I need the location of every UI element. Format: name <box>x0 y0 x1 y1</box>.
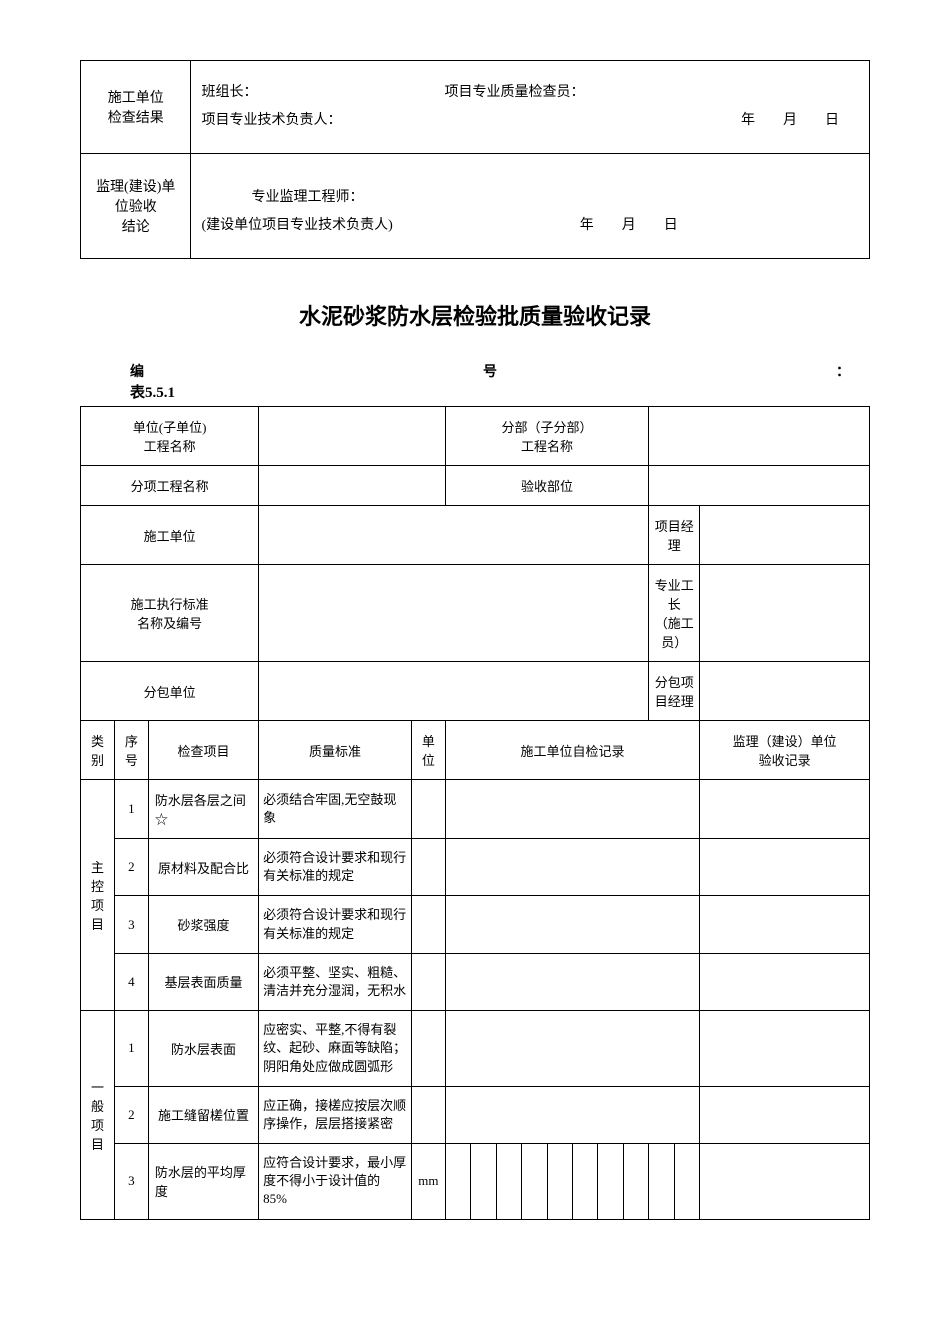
g3-quality: 应符合设计要求，最小厚度不得小于设计值的 85% <box>259 1144 412 1220</box>
m3-quality: 必须符合设计要求和现行有关标准的规定 <box>259 896 412 953</box>
supervisor-conclusion-label: 监理(建设)单位验收 结论 <box>81 154 191 259</box>
m2-seq: 2 <box>114 839 148 896</box>
g3-item: 防水层的平均厚度 <box>148 1144 258 1220</box>
acceptance-part-value <box>649 466 870 506</box>
form-label-colon: ： <box>836 361 850 381</box>
date-2: 年 月 日 <box>580 218 678 233</box>
main-control-category: 主控项目 <box>81 780 115 1011</box>
g3-c2 <box>471 1144 496 1220</box>
g3-c8 <box>623 1144 648 1220</box>
subitem-project-value <box>259 466 446 506</box>
team-leader-label: 班组长： <box>201 85 257 100</box>
m1-selfcheck <box>445 780 699 839</box>
m3-unit <box>411 896 445 953</box>
construction-unit-label: 施工单位 <box>81 506 259 565</box>
g3-c6 <box>572 1144 597 1220</box>
acceptance-part-label: 验收部位 <box>445 466 649 506</box>
g1-item: 防水层表面 <box>148 1011 258 1087</box>
g3-seq: 3 <box>114 1144 148 1220</box>
m2-quality: 必须符合设计要求和现行有关标准的规定 <box>259 839 412 896</box>
table-number: 表5.5.1 <box>80 381 870 402</box>
form-number-row: 编 号 ： <box>80 361 870 381</box>
subitem-project-label: 分项工程名称 <box>81 466 259 506</box>
g3-c7 <box>598 1144 623 1220</box>
m2-item: 原材料及配合比 <box>148 839 258 896</box>
g3-c5 <box>547 1144 572 1220</box>
m1-quality: 必须结合牢固,无空鼓现象 <box>259 780 412 839</box>
m4-seq: 4 <box>114 953 148 1010</box>
supervisor-signatures: 专业监理工程师： (建设单位项目专业技术负责人) 年 月 日 <box>191 154 870 259</box>
exec-standard-label: 施工执行标准 名称及编号 <box>81 565 259 662</box>
g2-supervisor <box>700 1086 870 1143</box>
g3-unit: mm <box>411 1144 445 1220</box>
m3-supervisor <box>700 896 870 953</box>
g3-supervisor <box>700 1144 870 1220</box>
g2-quality: 应正确，接槎应按层次顺序操作，层层搭接紧密 <box>259 1086 412 1143</box>
g3-c10 <box>674 1144 699 1220</box>
unit-project-value <box>259 407 446 466</box>
general-category: 一般项目 <box>81 1011 115 1220</box>
unit-project-label: 单位(子单位) 工程名称 <box>81 407 259 466</box>
sub-pm-value <box>700 662 870 721</box>
g3-c1 <box>445 1144 470 1220</box>
subcontractor-label: 分包单位 <box>81 662 259 721</box>
page-title: 水泥砂浆防水层检验批质量验收记录 <box>80 299 870 331</box>
construction-signatures: 班组长： 项目专业质量检查员： 项目专业技术负责人： 年 月 日 <box>191 61 870 154</box>
g3-c3 <box>496 1144 521 1220</box>
signature-table: 施工单位 检查结果 班组长： 项目专业质量检查员： 项目专业技术负责人： 年 月… <box>80 60 870 259</box>
m3-seq: 3 <box>114 896 148 953</box>
g2-item: 施工缝留槎位置 <box>148 1086 258 1143</box>
m4-unit <box>411 953 445 1010</box>
g3-c4 <box>522 1144 547 1220</box>
foreman-label: 专业工长 （施工员） <box>649 565 700 662</box>
self-check-header: 施工单位自检记录 <box>445 721 699 780</box>
g2-unit <box>411 1086 445 1143</box>
unit-header: 单位 <box>411 721 445 780</box>
supervisor-engineer-label: 专业监理工程师： <box>251 190 363 205</box>
g1-supervisor <box>700 1011 870 1087</box>
g1-quality: 应密实、平整,不得有裂纹、起砂、麻面等缺陷；阴阳角处应做成圆弧形 <box>259 1011 412 1087</box>
g2-selfcheck <box>445 1086 699 1143</box>
quality-inspector-label: 项目专业质量检查员： <box>444 85 584 100</box>
category-header: 类别 <box>81 721 115 780</box>
check-item-header: 检查项目 <box>148 721 258 780</box>
m3-item: 砂浆强度 <box>148 896 258 953</box>
m3-selfcheck <box>445 896 699 953</box>
m2-selfcheck <box>445 839 699 896</box>
m1-item: 防水层各层之间☆ <box>148 780 258 839</box>
m1-unit <box>411 780 445 839</box>
form-label-hao: 号 <box>483 361 497 381</box>
tech-lead-label: 项目专业技术负责人： <box>201 113 341 128</box>
g2-seq: 2 <box>114 1086 148 1143</box>
g1-unit <box>411 1011 445 1087</box>
sequence-header: 序号 <box>114 721 148 780</box>
exec-standard-value <box>259 565 649 662</box>
m4-item: 基层表面质量 <box>148 953 258 1010</box>
m2-supervisor <box>700 839 870 896</box>
sub-pm-label: 分包项目经理 <box>649 662 700 721</box>
foreman-value <box>700 565 870 662</box>
subpart-project-label: 分部（子分部） 工程名称 <box>445 407 649 466</box>
date-1: 年 月 日 <box>741 107 839 135</box>
project-manager-value <box>700 506 870 565</box>
m1-supervisor <box>700 780 870 839</box>
form-label-bian: 编 <box>130 361 144 381</box>
m4-quality: 必须平整、坚实、粗糙、清洁并充分湿润，无积水 <box>259 953 412 1010</box>
main-inspection-table: 单位(子单位) 工程名称 分部（子分部） 工程名称 分项工程名称 验收部位 施工… <box>80 406 870 1220</box>
m4-selfcheck <box>445 953 699 1010</box>
construction-unit-value <box>259 506 649 565</box>
m4-supervisor <box>700 953 870 1010</box>
subcontractor-value <box>259 662 649 721</box>
g1-seq: 1 <box>114 1011 148 1087</box>
quality-std-header: 质量标准 <box>259 721 412 780</box>
owner-tech-lead-label: (建设单位项目专业技术负责人) <box>201 218 392 233</box>
m2-unit <box>411 839 445 896</box>
subpart-project-value <box>649 407 870 466</box>
g3-c9 <box>649 1144 674 1220</box>
m1-seq: 1 <box>114 780 148 839</box>
construction-check-label: 施工单位 检查结果 <box>81 61 191 154</box>
g1-selfcheck <box>445 1011 699 1087</box>
project-manager-label: 项目经理 <box>649 506 700 565</box>
supervisor-record-header: 监理（建设）单位 验收记录 <box>700 721 870 780</box>
